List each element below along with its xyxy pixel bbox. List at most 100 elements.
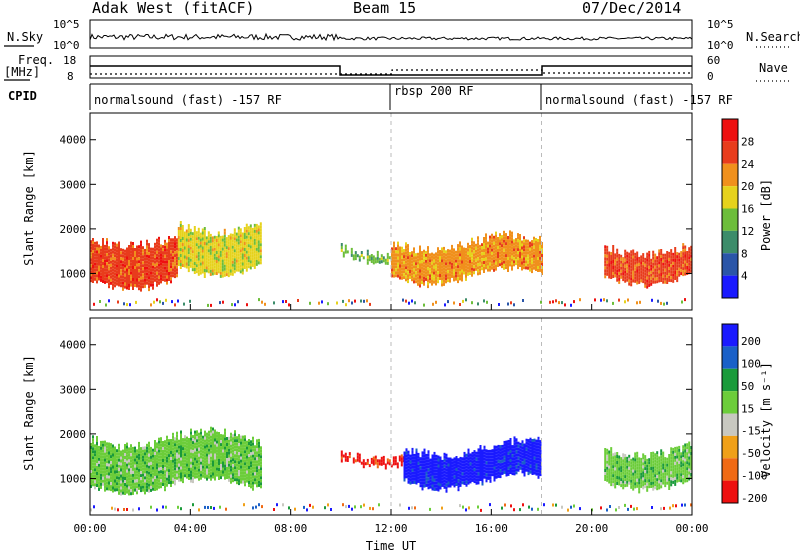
- data-cell: [256, 451, 258, 455]
- data-cell: [469, 465, 472, 469]
- data-cell: [166, 257, 168, 261]
- data-cell: [108, 442, 110, 446]
- data-cell: [132, 458, 134, 462]
- data-cell: [463, 265, 465, 269]
- data-cell: [112, 456, 114, 460]
- data-cell: [215, 257, 218, 260]
- data-cell: [260, 452, 262, 456]
- data-cell: [223, 255, 226, 259]
- data-cell: [469, 245, 471, 248]
- data-cell: [453, 457, 456, 461]
- data-cell: [102, 449, 104, 453]
- data-cell: [247, 244, 250, 248]
- data-cell: [112, 468, 114, 472]
- data-cell: [372, 255, 375, 259]
- data-cell: [678, 270, 681, 274]
- data-cell: [144, 464, 146, 468]
- data-cell: [150, 467, 152, 471]
- data-cell: [243, 257, 246, 260]
- data-cell: [102, 244, 104, 247]
- data-cell: [178, 460, 180, 464]
- data-cell: [213, 238, 216, 242]
- data-cell: [193, 226, 196, 229]
- data-cell: [540, 300, 542, 304]
- data-cell: [471, 451, 474, 455]
- data-cell: [401, 255, 403, 259]
- data-cell: [200, 461, 202, 465]
- data-cell: [146, 260, 148, 264]
- data-cell: [156, 283, 158, 287]
- data-cell: [96, 274, 98, 278]
- data-cell: [172, 256, 174, 260]
- data-cell: [604, 478, 607, 481]
- data-cell: [664, 256, 667, 260]
- data-cell: [172, 456, 174, 460]
- data-cell: [493, 478, 496, 482]
- data-cell: [90, 252, 92, 256]
- data-cell: [108, 279, 110, 283]
- data-cell: [235, 268, 238, 272]
- data-cell: [509, 453, 512, 456]
- data-cell: [212, 466, 214, 470]
- data-cell: [104, 479, 106, 483]
- data-cell: [397, 253, 399, 257]
- data-cell: [199, 250, 202, 254]
- data-cell: [126, 466, 128, 470]
- data-cell: [168, 451, 170, 455]
- data-cell: [628, 270, 631, 274]
- data-cell: [489, 247, 491, 251]
- data-cell: [459, 480, 462, 484]
- data-cell: [409, 475, 412, 479]
- data-cell: [158, 476, 160, 480]
- data-cell: [523, 467, 526, 471]
- data-cell: [183, 246, 186, 250]
- data-cell: [146, 443, 148, 447]
- data-cell: [179, 260, 182, 263]
- data-cell: [201, 246, 204, 250]
- data-cell: [219, 250, 222, 254]
- data-cell: [190, 437, 192, 441]
- data-cell: [417, 273, 419, 277]
- data-cell: [627, 298, 629, 302]
- data-cell: [142, 470, 144, 474]
- data-cell: [102, 280, 104, 283]
- data-cell: [222, 455, 224, 459]
- data-cell: [205, 263, 208, 267]
- data-cell: [439, 256, 441, 259]
- data-cell: [174, 437, 176, 441]
- data-cell: [648, 265, 651, 269]
- data-cell: [444, 303, 446, 307]
- data-cell: [142, 461, 144, 465]
- data-cell: [411, 468, 414, 472]
- data-cell: [228, 451, 230, 455]
- data-cell: [120, 486, 122, 490]
- data-cell: [415, 463, 418, 467]
- data-cell: [208, 475, 210, 479]
- data-cell: [212, 433, 214, 437]
- data-cell: [531, 261, 533, 265]
- data-cell: [191, 235, 194, 239]
- data-cell: [181, 252, 184, 255]
- data-cell: [158, 266, 160, 270]
- data-cell: [493, 238, 495, 242]
- data-cell: [604, 475, 607, 478]
- data-cell: [521, 249, 523, 253]
- data-cell: [505, 464, 508, 468]
- data-cell: [154, 446, 156, 449]
- data-cell: [453, 466, 456, 470]
- data-cell: [495, 243, 497, 247]
- data-cell: [142, 467, 144, 471]
- data-cell: [493, 451, 496, 455]
- data-cell: [427, 261, 429, 265]
- data-cell: [187, 239, 190, 243]
- data-cell: [431, 454, 434, 458]
- data-cell: [100, 440, 102, 444]
- data-cell: [187, 242, 190, 246]
- data-cell: [453, 460, 456, 464]
- data-cell: [164, 248, 166, 252]
- data-cell: [636, 281, 639, 285]
- data-cell: [250, 443, 252, 447]
- data-cell: [408, 301, 410, 305]
- data-cell: [388, 459, 391, 463]
- data-cell: [176, 437, 178, 441]
